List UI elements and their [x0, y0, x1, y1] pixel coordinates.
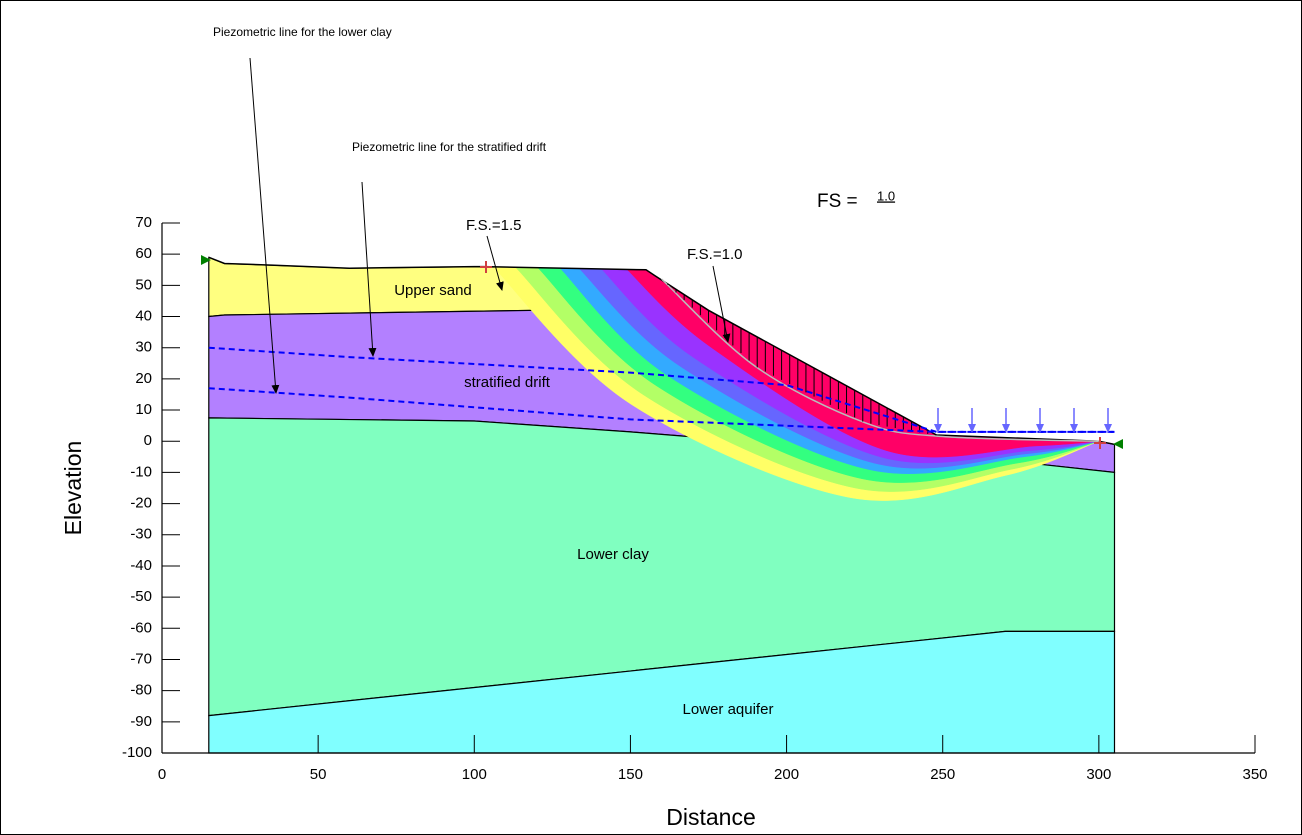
soil-region — [208, 630, 1116, 754]
plus-marker — [480, 261, 1106, 449]
x-tick-label: 200 — [774, 766, 799, 783]
y-tick-label: -30 — [130, 526, 152, 543]
slip-outline — [536, 266, 1099, 483]
region-label: Upper sand — [394, 282, 472, 299]
slip-outline — [558, 266, 1099, 474]
slip-outline — [492, 266, 1099, 501]
y-tick-label: -10 — [130, 463, 152, 480]
annotation-arrow — [361, 181, 377, 357]
annotation-arrow — [712, 265, 731, 343]
load-arrow-head — [968, 424, 976, 433]
y-tick-label: 40 — [135, 307, 152, 324]
fs-value: 1.0 — [877, 188, 895, 203]
piezometric-line — [208, 387, 1115, 433]
x-tick-label: 350 — [1242, 766, 1267, 783]
slip-outline — [599, 266, 1099, 464]
y-tick-label: -20 — [130, 495, 152, 512]
x-tick-label: 150 — [618, 766, 643, 783]
y-tick-label: 30 — [135, 339, 152, 356]
fs-annotation: F.S.=1.5 — [466, 217, 521, 234]
y-tick-label: 70 — [135, 214, 152, 231]
region-label: Lower clay — [577, 546, 649, 563]
y-axis-label: Elevation — [60, 441, 86, 536]
sky-mask — [208, 226, 1115, 445]
slip-outline — [624, 266, 1099, 458]
fs-annotation: F.S.=1.0 — [687, 246, 742, 263]
slip-outline — [514, 266, 1099, 492]
y-tick-label: 0 — [144, 432, 152, 449]
x-tick-label: 100 — [462, 766, 487, 783]
x-axis-label: Distance — [666, 804, 755, 830]
y-tick-label: -60 — [130, 619, 152, 636]
y-tick-label: -90 — [130, 713, 152, 730]
load-arrow-head — [934, 424, 942, 433]
load-arrow-head — [1036, 424, 1044, 433]
y-tick-label: 50 — [135, 276, 152, 293]
critical-surface — [661, 278, 1099, 442]
piezo-annotation: Piezometric line for the stratified drif… — [352, 140, 547, 154]
load-arrow-head — [1104, 424, 1112, 433]
x-tick-label: 250 — [930, 766, 955, 783]
piezo-annotation: Piezometric line for the lower clay — [213, 25, 392, 39]
entry-marker — [201, 255, 211, 265]
annotation-arrow — [486, 235, 504, 291]
y-tick-label: -40 — [130, 557, 152, 574]
region-label: Lower aquifer — [683, 701, 774, 718]
region-label: stratified drift — [464, 374, 551, 391]
ground-line — [208, 256, 1115, 446]
y-tick-label: 10 — [135, 401, 152, 418]
fs-label: FS = — [817, 191, 858, 212]
y-tick-label: 60 — [135, 245, 152, 262]
x-tick-label: 0 — [158, 766, 166, 783]
x-tick-label: 50 — [310, 766, 327, 783]
x-tick-label: 300 — [1086, 766, 1111, 783]
y-tick-label: 20 — [135, 370, 152, 387]
exit-marker — [1113, 439, 1123, 449]
load-arrow-head — [1002, 424, 1010, 433]
y-tick-label: -100 — [122, 744, 152, 761]
piezometric-line — [208, 346, 1115, 433]
y-tick-label: -80 — [130, 682, 152, 699]
load-arrow-head — [1070, 424, 1078, 433]
slip-outline — [577, 266, 1099, 469]
y-tick-label: -70 — [130, 650, 152, 667]
layers: Upper sand stratified drift Lower clay Lowe… — [60, 25, 1267, 830]
y-tick-label: -50 — [130, 588, 152, 605]
annotation-arrow — [249, 57, 280, 394]
